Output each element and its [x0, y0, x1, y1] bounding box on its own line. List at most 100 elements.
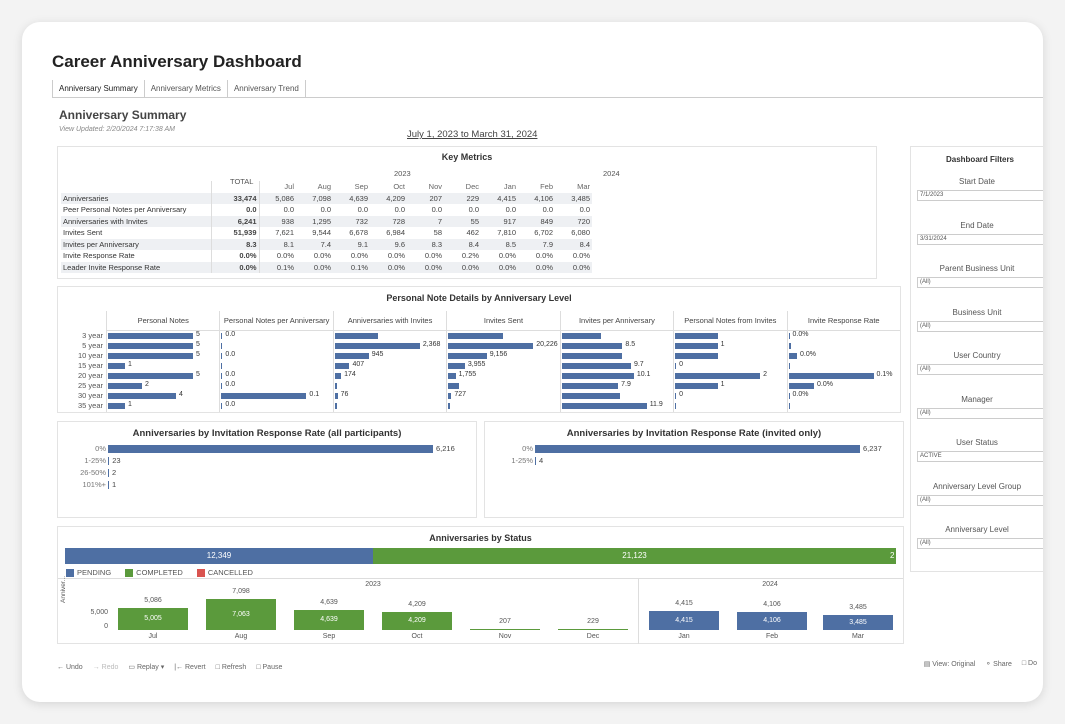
- note-bar[interactable]: [334, 403, 337, 409]
- note-bar[interactable]: [675, 373, 761, 379]
- completed-total-bar[interactable]: 21,123: [373, 548, 896, 564]
- status-month-bar[interactable]: 5,005: [118, 607, 188, 630]
- redo-button[interactable]: → Redo: [92, 663, 119, 671]
- note-bar[interactable]: [448, 343, 534, 349]
- status-month-bar[interactable]: 4,415: [649, 610, 719, 630]
- note-bar[interactable]: [675, 403, 677, 409]
- filter-input[interactable]: (All): [917, 538, 1043, 549]
- status-month-bar[interactable]: 4,106: [737, 612, 807, 630]
- note-bar[interactable]: [334, 383, 337, 389]
- download-button[interactable]: □ Do: [1021, 660, 1037, 667]
- cancelled-total-bar[interactable]: 2: [890, 548, 896, 564]
- note-bar[interactable]: [675, 393, 677, 399]
- note-bar[interactable]: [108, 363, 125, 369]
- note-bar[interactable]: [334, 333, 378, 339]
- filter-input[interactable]: (All): [917, 364, 1043, 375]
- pending-total-bar[interactable]: 12,349: [65, 548, 373, 564]
- share-button[interactable]: ⚬ Share: [985, 661, 1012, 668]
- date-range[interactable]: July 1, 2023 to March 31, 2024: [407, 129, 538, 140]
- status-month-bar[interactable]: 3,485: [823, 614, 893, 630]
- note-bar[interactable]: [448, 373, 456, 379]
- note-bar[interactable]: [561, 393, 621, 399]
- filter-input[interactable]: (All): [917, 320, 1043, 332]
- note-bar[interactable]: [675, 333, 718, 339]
- response-bar[interactable]: [108, 445, 433, 453]
- response-bar[interactable]: [535, 457, 536, 465]
- note-bar[interactable]: [788, 343, 791, 349]
- note-bar[interactable]: [561, 343, 623, 349]
- note-bar[interactable]: [221, 393, 307, 399]
- note-bar[interactable]: [448, 393, 452, 399]
- legend-pending[interactable]: PENDING: [66, 568, 111, 578]
- response-bar[interactable]: [108, 457, 110, 465]
- filter-input[interactable]: 3/31/2024: [917, 233, 1043, 245]
- status-month-bar[interactable]: [558, 628, 628, 630]
- note-bar[interactable]: [448, 333, 503, 339]
- note-bar[interactable]: [675, 363, 677, 369]
- note-bar[interactable]: [334, 343, 420, 349]
- note-bar[interactable]: [675, 383, 718, 389]
- note-bar[interactable]: [108, 383, 142, 389]
- note-bar[interactable]: [108, 333, 193, 339]
- note-bar[interactable]: [561, 373, 634, 379]
- status-month-bar[interactable]: 4,639: [294, 609, 364, 630]
- note-bar[interactable]: [448, 403, 451, 409]
- response-bar[interactable]: [108, 481, 109, 489]
- note-bar[interactable]: [108, 403, 125, 409]
- note-bar[interactable]: [561, 353, 623, 359]
- note-bar[interactable]: [788, 363, 790, 369]
- note-bar[interactable]: [788, 403, 790, 409]
- note-bar[interactable]: [788, 353, 798, 359]
- note-bar[interactable]: [108, 343, 193, 349]
- view-original-button[interactable]: ▤ View: Original: [923, 661, 976, 668]
- note-bar[interactable]: [221, 343, 223, 349]
- refresh-button[interactable]: □ Refresh: [215, 663, 247, 671]
- note-bar[interactable]: [108, 353, 193, 359]
- metric-value: 0.0: [394, 205, 405, 215]
- filter-input[interactable]: 7/1/2023: [917, 190, 1043, 201]
- response-bar[interactable]: [535, 445, 860, 453]
- status-month-bar[interactable]: 7,063: [206, 599, 276, 630]
- legend-completed[interactable]: COMPLETED: [125, 568, 183, 578]
- response-bar[interactable]: [108, 469, 109, 477]
- status-month-bar[interactable]: [470, 628, 540, 630]
- undo-button[interactable]: ← Undo: [57, 663, 83, 671]
- note-bar[interactable]: [561, 383, 619, 389]
- filter-input[interactable]: (All): [917, 494, 1043, 506]
- tab-anniversary-trend[interactable]: Anniversary Trend: [228, 80, 306, 97]
- note-bar[interactable]: [221, 353, 223, 359]
- note-bar[interactable]: [221, 333, 223, 339]
- tab-anniversary-summary[interactable]: Anniversary Summary: [52, 80, 145, 97]
- note-bar[interactable]: [788, 373, 874, 379]
- note-bar[interactable]: [788, 393, 790, 399]
- note-bar[interactable]: [561, 363, 631, 369]
- note-bar[interactable]: [221, 383, 223, 389]
- legend-cancelled[interactable]: CANCELLED: [196, 568, 253, 578]
- note-bar[interactable]: [334, 373, 342, 379]
- note-bar[interactable]: [448, 363, 465, 369]
- note-bar[interactable]: [561, 333, 601, 339]
- note-bar[interactable]: [788, 333, 790, 339]
- filter-input[interactable]: ACTIVE: [917, 451, 1043, 462]
- note-bar[interactable]: [334, 353, 369, 359]
- pause-button[interactable]: □ Pause: [256, 663, 283, 671]
- note-bar[interactable]: [221, 373, 223, 379]
- note-bar[interactable]: [561, 403, 647, 409]
- replay-button[interactable]: ▭ Replay ▾: [128, 664, 165, 671]
- note-bar[interactable]: [448, 383, 459, 389]
- note-bar[interactable]: [675, 353, 718, 359]
- filter-input[interactable]: (All): [917, 277, 1043, 288]
- note-bar[interactable]: [108, 373, 193, 379]
- note-bar[interactable]: [675, 343, 718, 349]
- note-bar[interactable]: [448, 353, 487, 359]
- note-bar[interactable]: [221, 403, 223, 409]
- note-bar[interactable]: [334, 363, 350, 369]
- note-bar[interactable]: [788, 383, 815, 389]
- filter-input[interactable]: (All): [917, 407, 1043, 419]
- status-month-bar[interactable]: 4,209: [382, 611, 452, 630]
- note-bar[interactable]: [221, 363, 223, 369]
- tab-anniversary-metrics[interactable]: Anniversary Metrics: [145, 80, 228, 97]
- revert-button[interactable]: |← Revert: [174, 663, 206, 671]
- note-bar[interactable]: [334, 393, 338, 399]
- note-bar[interactable]: [108, 393, 176, 399]
